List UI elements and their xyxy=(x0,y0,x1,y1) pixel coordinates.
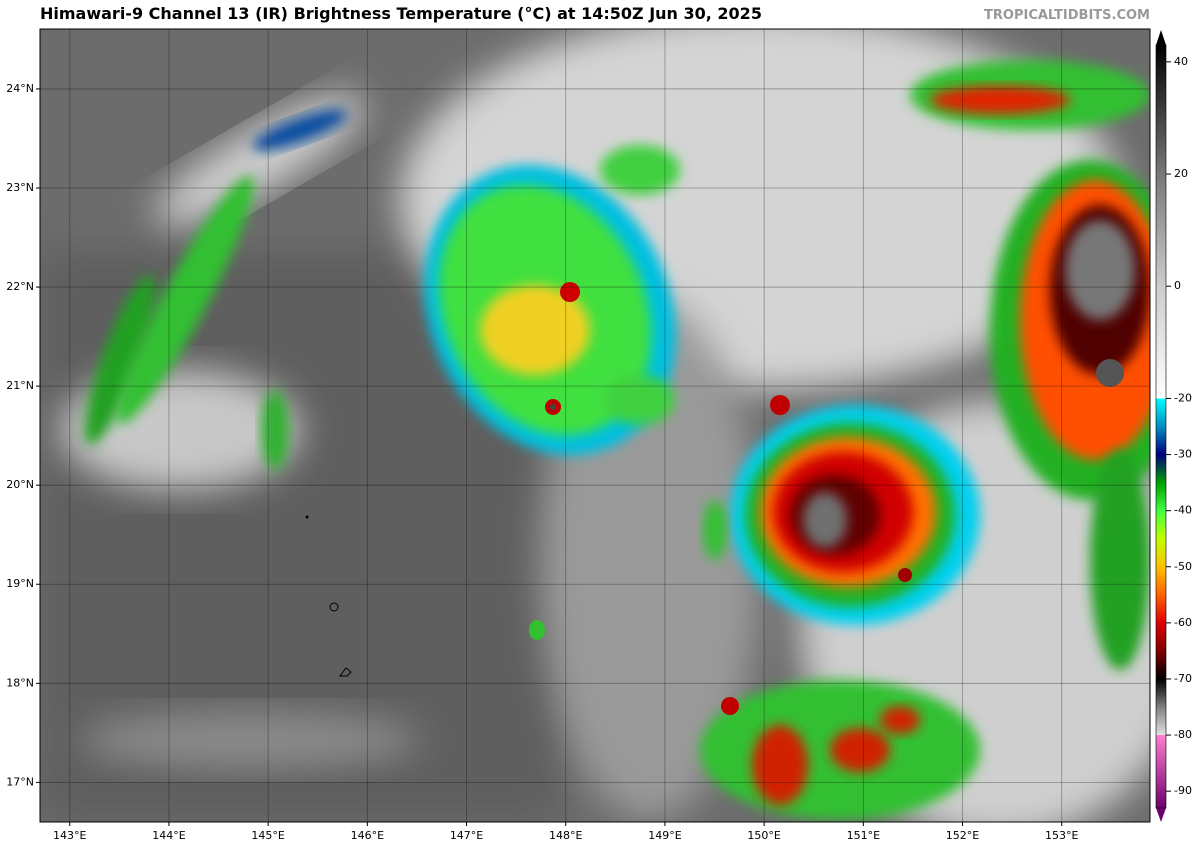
lat-tick-label: 20°N xyxy=(6,478,34,491)
colorbar-tick-label: 40 xyxy=(1174,55,1188,68)
lat-tick-label: 18°N xyxy=(6,676,34,689)
lon-tick-label: 146°E xyxy=(351,829,384,842)
lon-tick-label: 143°E xyxy=(53,829,86,842)
colorbar-max-arrow xyxy=(1156,30,1166,45)
colorbar-tick-label: -20 xyxy=(1174,391,1192,404)
lon-tick-label: 145°E xyxy=(251,829,284,842)
colorbar-tick-label: -50 xyxy=(1174,560,1192,573)
lon-tick-label: 151°E xyxy=(847,829,880,842)
title: Himawari-9 Channel 13 (IR) Brightness Te… xyxy=(40,4,762,23)
lon-tick-label: 152°E xyxy=(946,829,979,842)
lat-tick-label: 24°N xyxy=(6,82,34,95)
lat-tick-label: 23°N xyxy=(6,181,34,194)
lon-tick-label: 153°E xyxy=(1045,829,1078,842)
colorbar-tick-label: 20 xyxy=(1174,167,1188,180)
colorbar-tick-label: -90 xyxy=(1174,784,1192,797)
lat-tick-label: 21°N xyxy=(6,379,34,392)
lon-tick-label: 148°E xyxy=(549,829,582,842)
colorbar-tick-label: -40 xyxy=(1174,504,1192,517)
colorbar xyxy=(1155,44,1167,809)
source: TROPICALTIDBITS.COM xyxy=(984,8,1150,23)
colorbar-tick-label: 0 xyxy=(1174,279,1181,292)
colorbar-tick-label: -70 xyxy=(1174,672,1192,685)
colorbar-tick-label: -80 xyxy=(1174,728,1192,741)
lon-tick-label: 150°E xyxy=(747,829,780,842)
colorbar-tick-label: -30 xyxy=(1174,448,1192,461)
lat-tick-label: 19°N xyxy=(6,577,34,590)
lat-tick-label: 17°N xyxy=(6,775,34,788)
lon-tick-label: 144°E xyxy=(152,829,185,842)
lat-tick-label: 22°N xyxy=(6,280,34,293)
colorbar-min-arrow xyxy=(1156,808,1166,822)
map-frame xyxy=(39,28,1151,823)
lon-tick-label: 149°E xyxy=(648,829,681,842)
satellite-image xyxy=(40,29,1150,822)
lon-tick-label: 147°E xyxy=(450,829,483,842)
colorbar-tick-label: -60 xyxy=(1174,616,1192,629)
